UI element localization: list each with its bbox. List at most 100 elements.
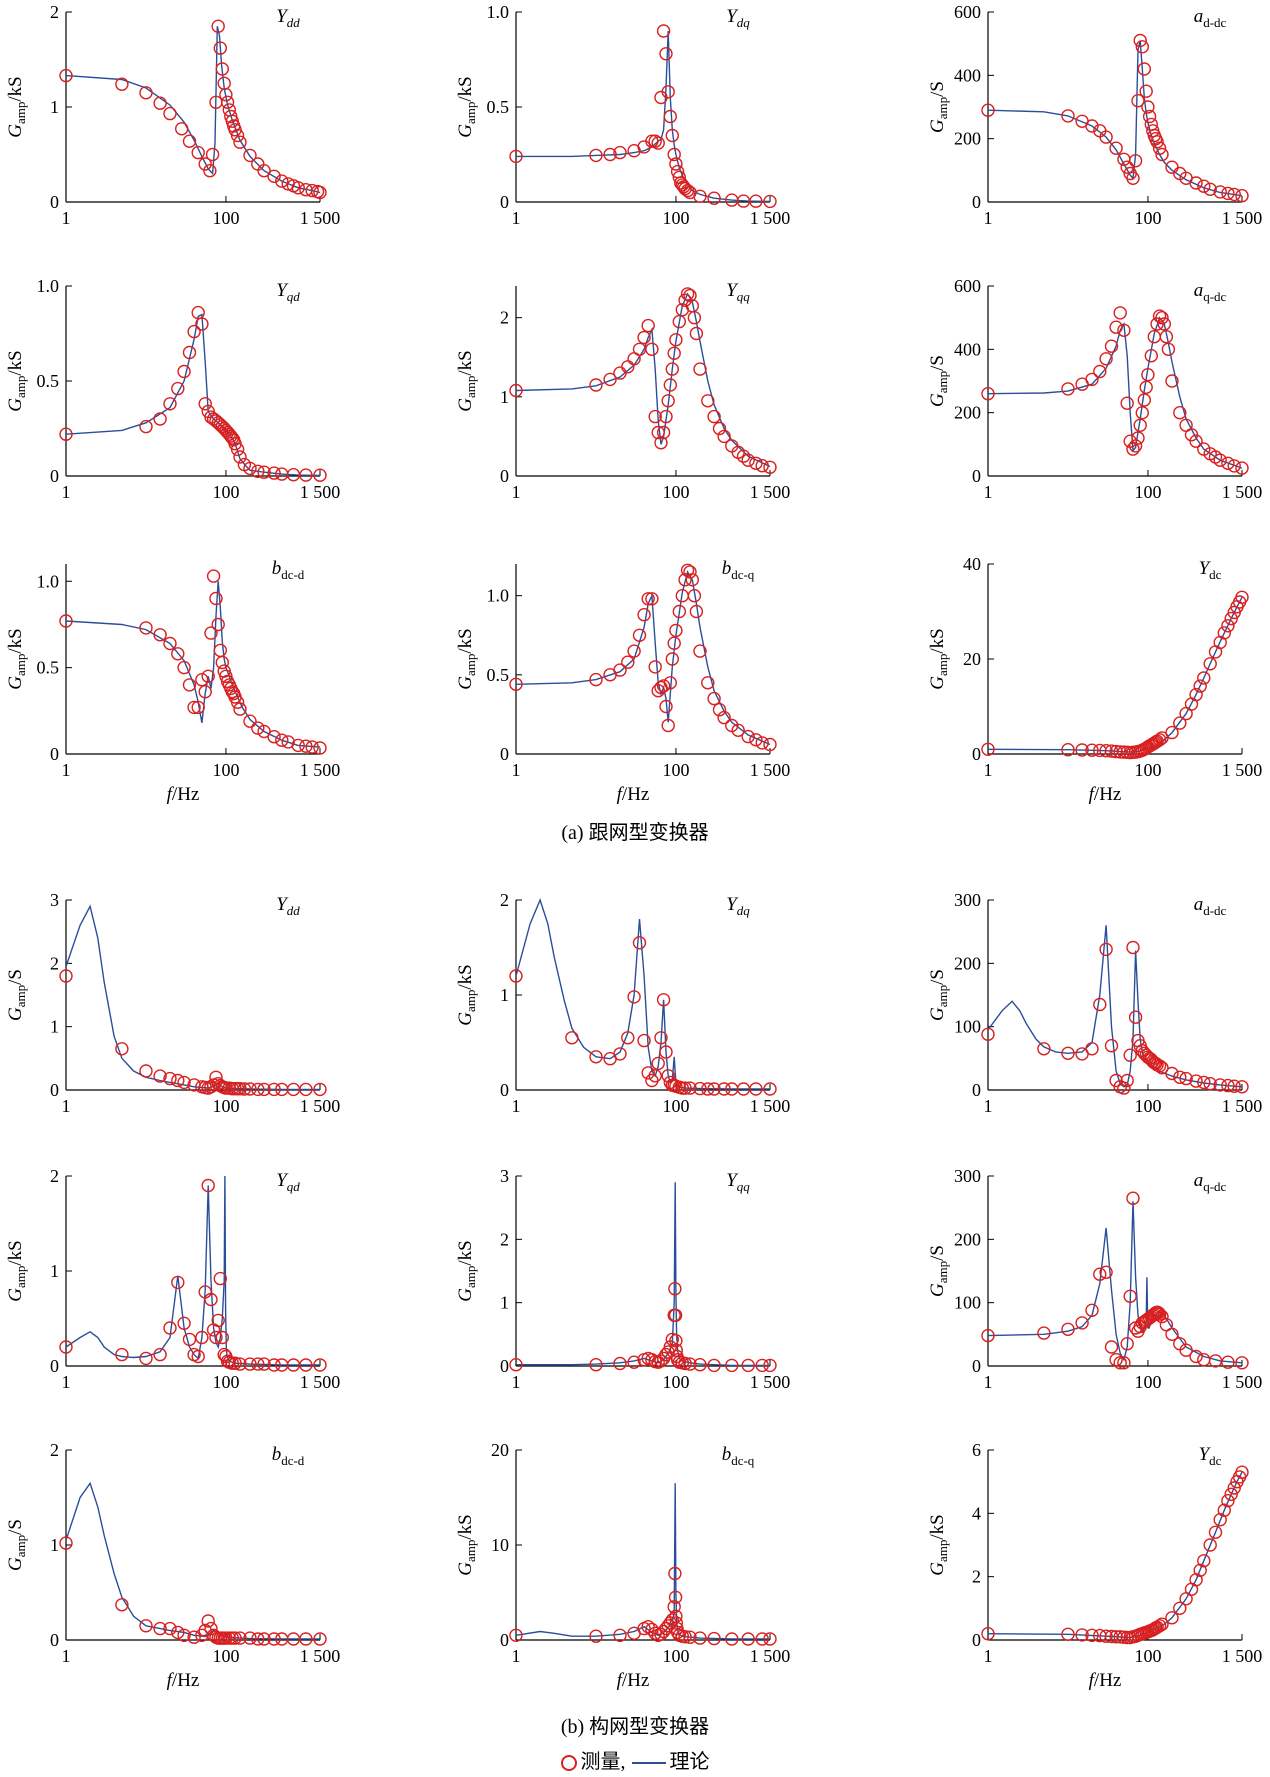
y-tick-label: 1 [500, 387, 509, 407]
measured-point [1117, 1081, 1131, 1095]
measured-point [177, 1628, 191, 1643]
y-tick-label: 1.0 [37, 571, 60, 591]
measured-point [275, 733, 289, 747]
y-tick-label: 2 [500, 890, 509, 910]
measured-point [603, 147, 617, 162]
measured-point [645, 592, 659, 606]
y-tick-label: 400 [954, 339, 981, 359]
measured-point [981, 742, 995, 756]
y-axis-label: Gamp/S [927, 969, 950, 1021]
measured-point [1155, 311, 1169, 325]
measured-point [589, 1629, 603, 1643]
theory-line [66, 1175, 320, 1366]
measured-point [707, 191, 721, 205]
measured-point [1152, 1307, 1167, 1321]
panel-title: bdc-q [722, 1444, 755, 1468]
x-tick-label: 1 [62, 1646, 71, 1666]
x-tick-label: 100 [212, 482, 239, 502]
measured-point [1221, 1493, 1235, 1508]
measured-point [1157, 317, 1172, 331]
measured-point [509, 969, 523, 983]
measured-point [1227, 459, 1241, 473]
y-axis-label: Gamp/kS [455, 1514, 478, 1575]
measured-point [1235, 1080, 1249, 1094]
measured-point [139, 1619, 153, 1633]
measured-point [509, 383, 523, 398]
measured-point [1235, 1356, 1249, 1370]
panel-title: aq-dc [1194, 1170, 1227, 1194]
x-tick-label: 100 [1134, 208, 1161, 228]
measured-point [1165, 1327, 1179, 1342]
measured-point [1197, 1352, 1211, 1367]
measured-point [1155, 1061, 1169, 1075]
measured-point [678, 1081, 692, 1095]
measured-point [115, 1042, 129, 1056]
measured-point [1109, 320, 1123, 334]
y-tick-label: 400 [954, 65, 981, 85]
measured-point [1135, 406, 1150, 420]
measured-point [667, 147, 681, 162]
measured-point [1235, 461, 1249, 475]
measured-point [191, 145, 205, 160]
measured-point [163, 1621, 177, 1636]
measured-point [1137, 62, 1152, 76]
measured-point [641, 318, 655, 333]
y-tick-label: 20 [491, 1440, 509, 1460]
measured-point [659, 409, 673, 424]
measured-point [59, 427, 73, 441]
measured-point [1075, 1628, 1089, 1642]
measured-point [663, 109, 677, 124]
y-tick-label: 1.0 [487, 586, 510, 606]
measured-point [648, 660, 662, 674]
measured-point [1146, 1054, 1160, 1069]
measured-point [1235, 590, 1249, 604]
measured-point [741, 453, 755, 467]
measured-point [669, 157, 683, 171]
measured-point [603, 372, 617, 387]
measured-point [667, 636, 681, 650]
measured-point [163, 397, 177, 411]
x-tick-label: 100 [662, 208, 689, 228]
y-axis-label: Gamp/kS [5, 350, 28, 411]
chart-a-bdc-d: 0 0.5 1.0 1 100 1 500 Gamp/kS bdc-d f/Hz [5, 558, 340, 805]
theory-line [516, 1483, 770, 1640]
measured-point [228, 1631, 242, 1645]
measured-point [654, 436, 668, 450]
theory-line [988, 316, 1243, 469]
measured-point [182, 345, 197, 360]
measured-point [215, 1330, 230, 1345]
x-tick-label: 100 [212, 1646, 239, 1666]
x-tick-label: 100 [662, 1372, 689, 1392]
measured-point [233, 1081, 247, 1096]
theory-line [988, 40, 1243, 197]
measured-point [1075, 1316, 1089, 1330]
measured-point [219, 87, 233, 102]
measured-point [1227, 1079, 1241, 1093]
y-axis-label: Gamp/kS [5, 76, 28, 137]
y-tick-label: 300 [954, 890, 981, 910]
measured-point [182, 134, 197, 148]
y-tick-label: 1.0 [37, 276, 60, 296]
measured-point [299, 1358, 313, 1372]
chart-a-Ydc: 0 20 40 1 100 1 500 Gamp/kS Ydc f/Hz [927, 554, 1262, 805]
y-tick-label: 0.5 [487, 665, 510, 685]
measured-point [701, 1082, 715, 1096]
measured-point [707, 1631, 721, 1646]
measured-point [243, 714, 257, 728]
measured-point [668, 1566, 682, 1581]
measured-point [171, 381, 185, 396]
y-tick-label: 4 [972, 1503, 981, 1523]
measured-point [621, 655, 635, 669]
measured-point [1126, 442, 1140, 456]
measured-point [230, 695, 245, 709]
measured-point [313, 468, 327, 482]
theory-line [988, 1201, 1243, 1364]
measured-point [177, 1075, 191, 1090]
measured-point [243, 1631, 257, 1645]
measured-point [669, 1333, 683, 1348]
measured-point [1197, 179, 1211, 193]
measured-point [1120, 1337, 1134, 1351]
x-tick-label: 1 500 [1222, 760, 1263, 780]
